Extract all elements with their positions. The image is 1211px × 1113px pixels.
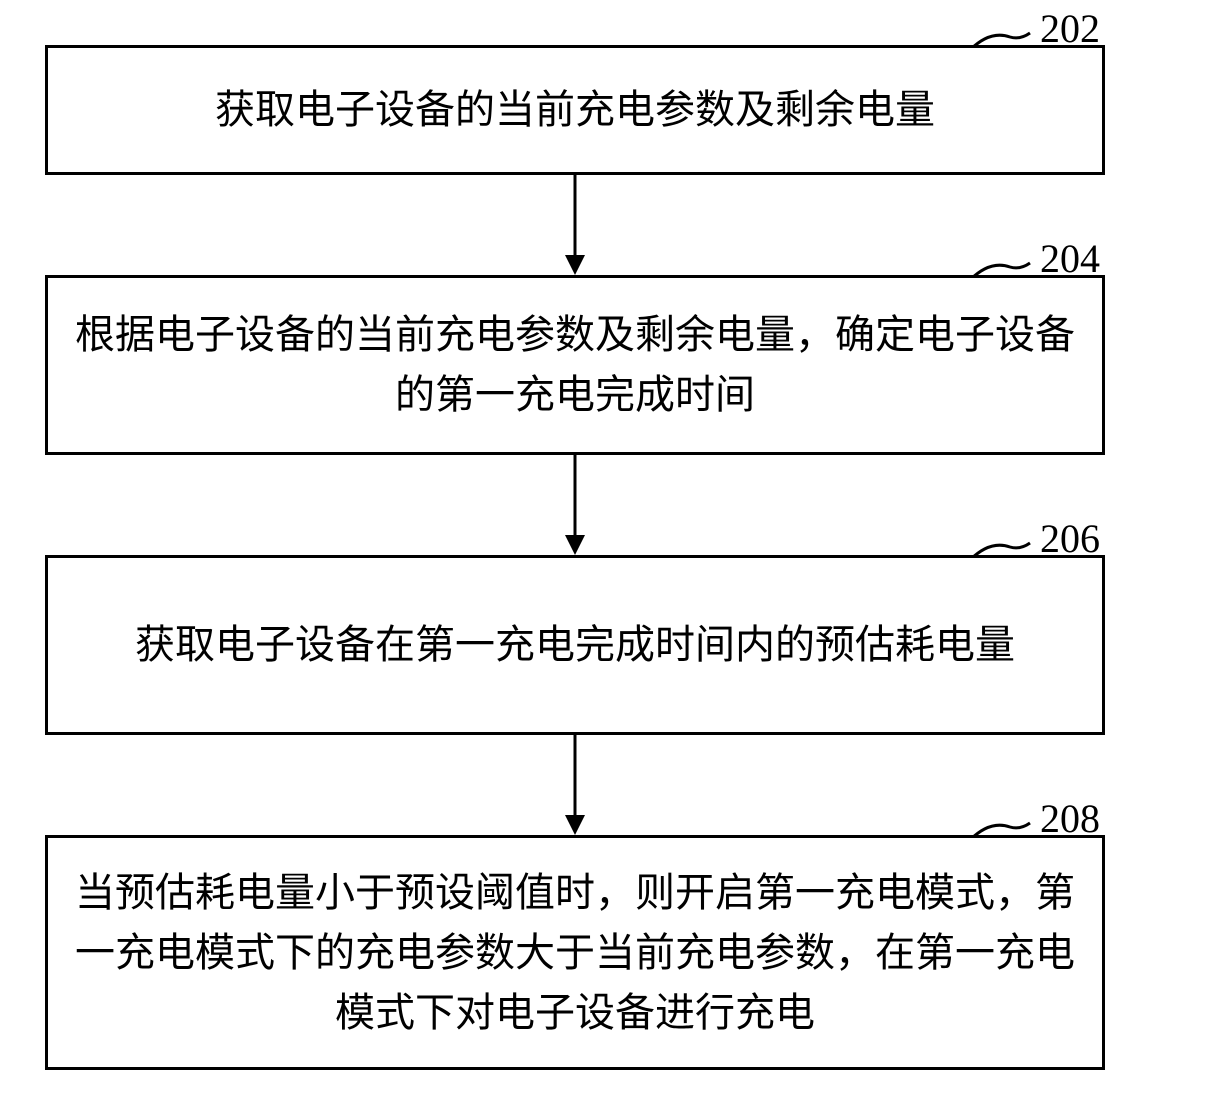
flowchart-node-3: 获取电子设备在第一充电完成时间内的预估耗电量	[45, 555, 1105, 735]
arrow-2	[560, 455, 590, 560]
arrow-3	[560, 735, 590, 840]
node-2-text: 根据电子设备的当前充电参数及剩余电量，确定电子设备的第一充电完成时间	[68, 305, 1082, 425]
flowchart-node-1: 获取电子设备的当前充电参数及剩余电量	[45, 45, 1105, 175]
flowchart-node-4: 当预估耗电量小于预设阈值时，则开启第一充电模式，第一充电模式下的充电参数大于当前…	[45, 835, 1105, 1070]
flowchart-node-2: 根据电子设备的当前充电参数及剩余电量，确定电子设备的第一充电完成时间	[45, 275, 1105, 455]
node-4-text: 当预估耗电量小于预设阈值时，则开启第一充电模式，第一充电模式下的充电参数大于当前…	[68, 863, 1082, 1043]
node-1-text: 获取电子设备的当前充电参数及剩余电量	[215, 80, 935, 140]
flowchart-container: 202 获取电子设备的当前充电参数及剩余电量 204 根据电子设备的当前充电参数…	[0, 0, 1211, 1113]
arrow-1	[560, 175, 590, 280]
node-3-text: 获取电子设备在第一充电完成时间内的预估耗电量	[135, 615, 1015, 675]
